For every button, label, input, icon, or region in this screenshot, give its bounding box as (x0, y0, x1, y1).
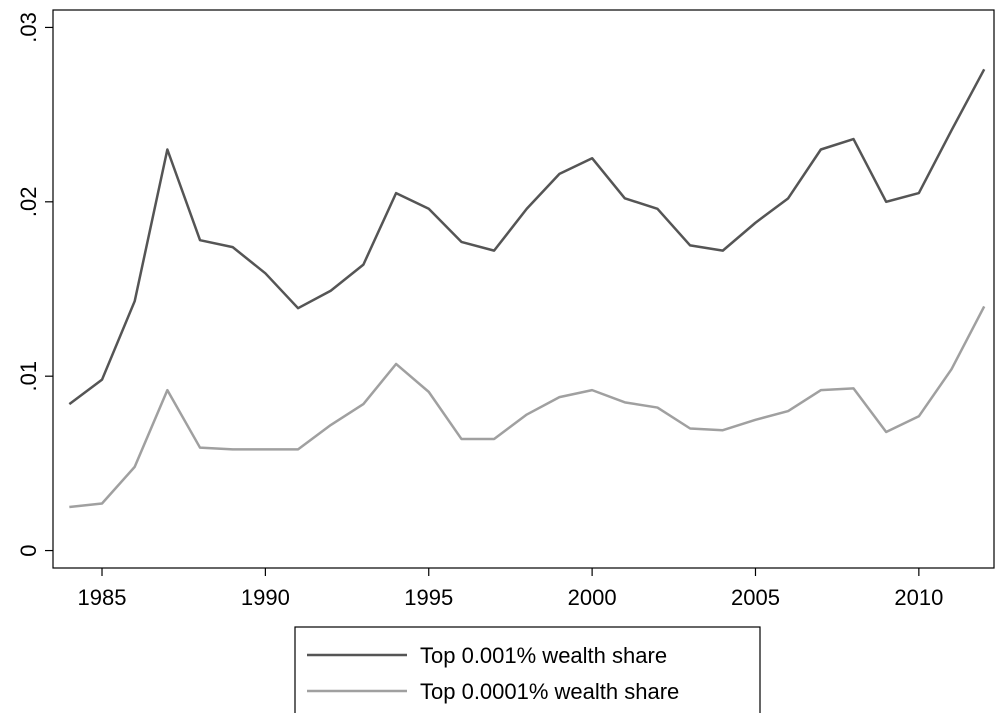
legend-box (294, 626, 761, 713)
x-tick-label: 2010 (894, 585, 943, 610)
x-tick-label: 1995 (404, 585, 453, 610)
y-tick-label: 0 (16, 544, 41, 556)
legend-label: Top 0.0001% wealth share (420, 679, 679, 704)
x-tick-label: 1990 (241, 585, 290, 610)
y-tick-label: .02 (16, 187, 41, 218)
series-line (68, 68, 986, 406)
x-tick-label: 2005 (731, 585, 780, 610)
x-tick-label: 2000 (568, 585, 617, 610)
plot-frame (52, 9, 995, 569)
y-tick-label: .01 (16, 361, 41, 392)
x-tick-label: 1985 (78, 585, 127, 610)
legend-label: Top 0.001% wealth share (420, 643, 667, 668)
series-line (69, 305, 986, 509)
y-tick-label: .03 (16, 12, 41, 43)
